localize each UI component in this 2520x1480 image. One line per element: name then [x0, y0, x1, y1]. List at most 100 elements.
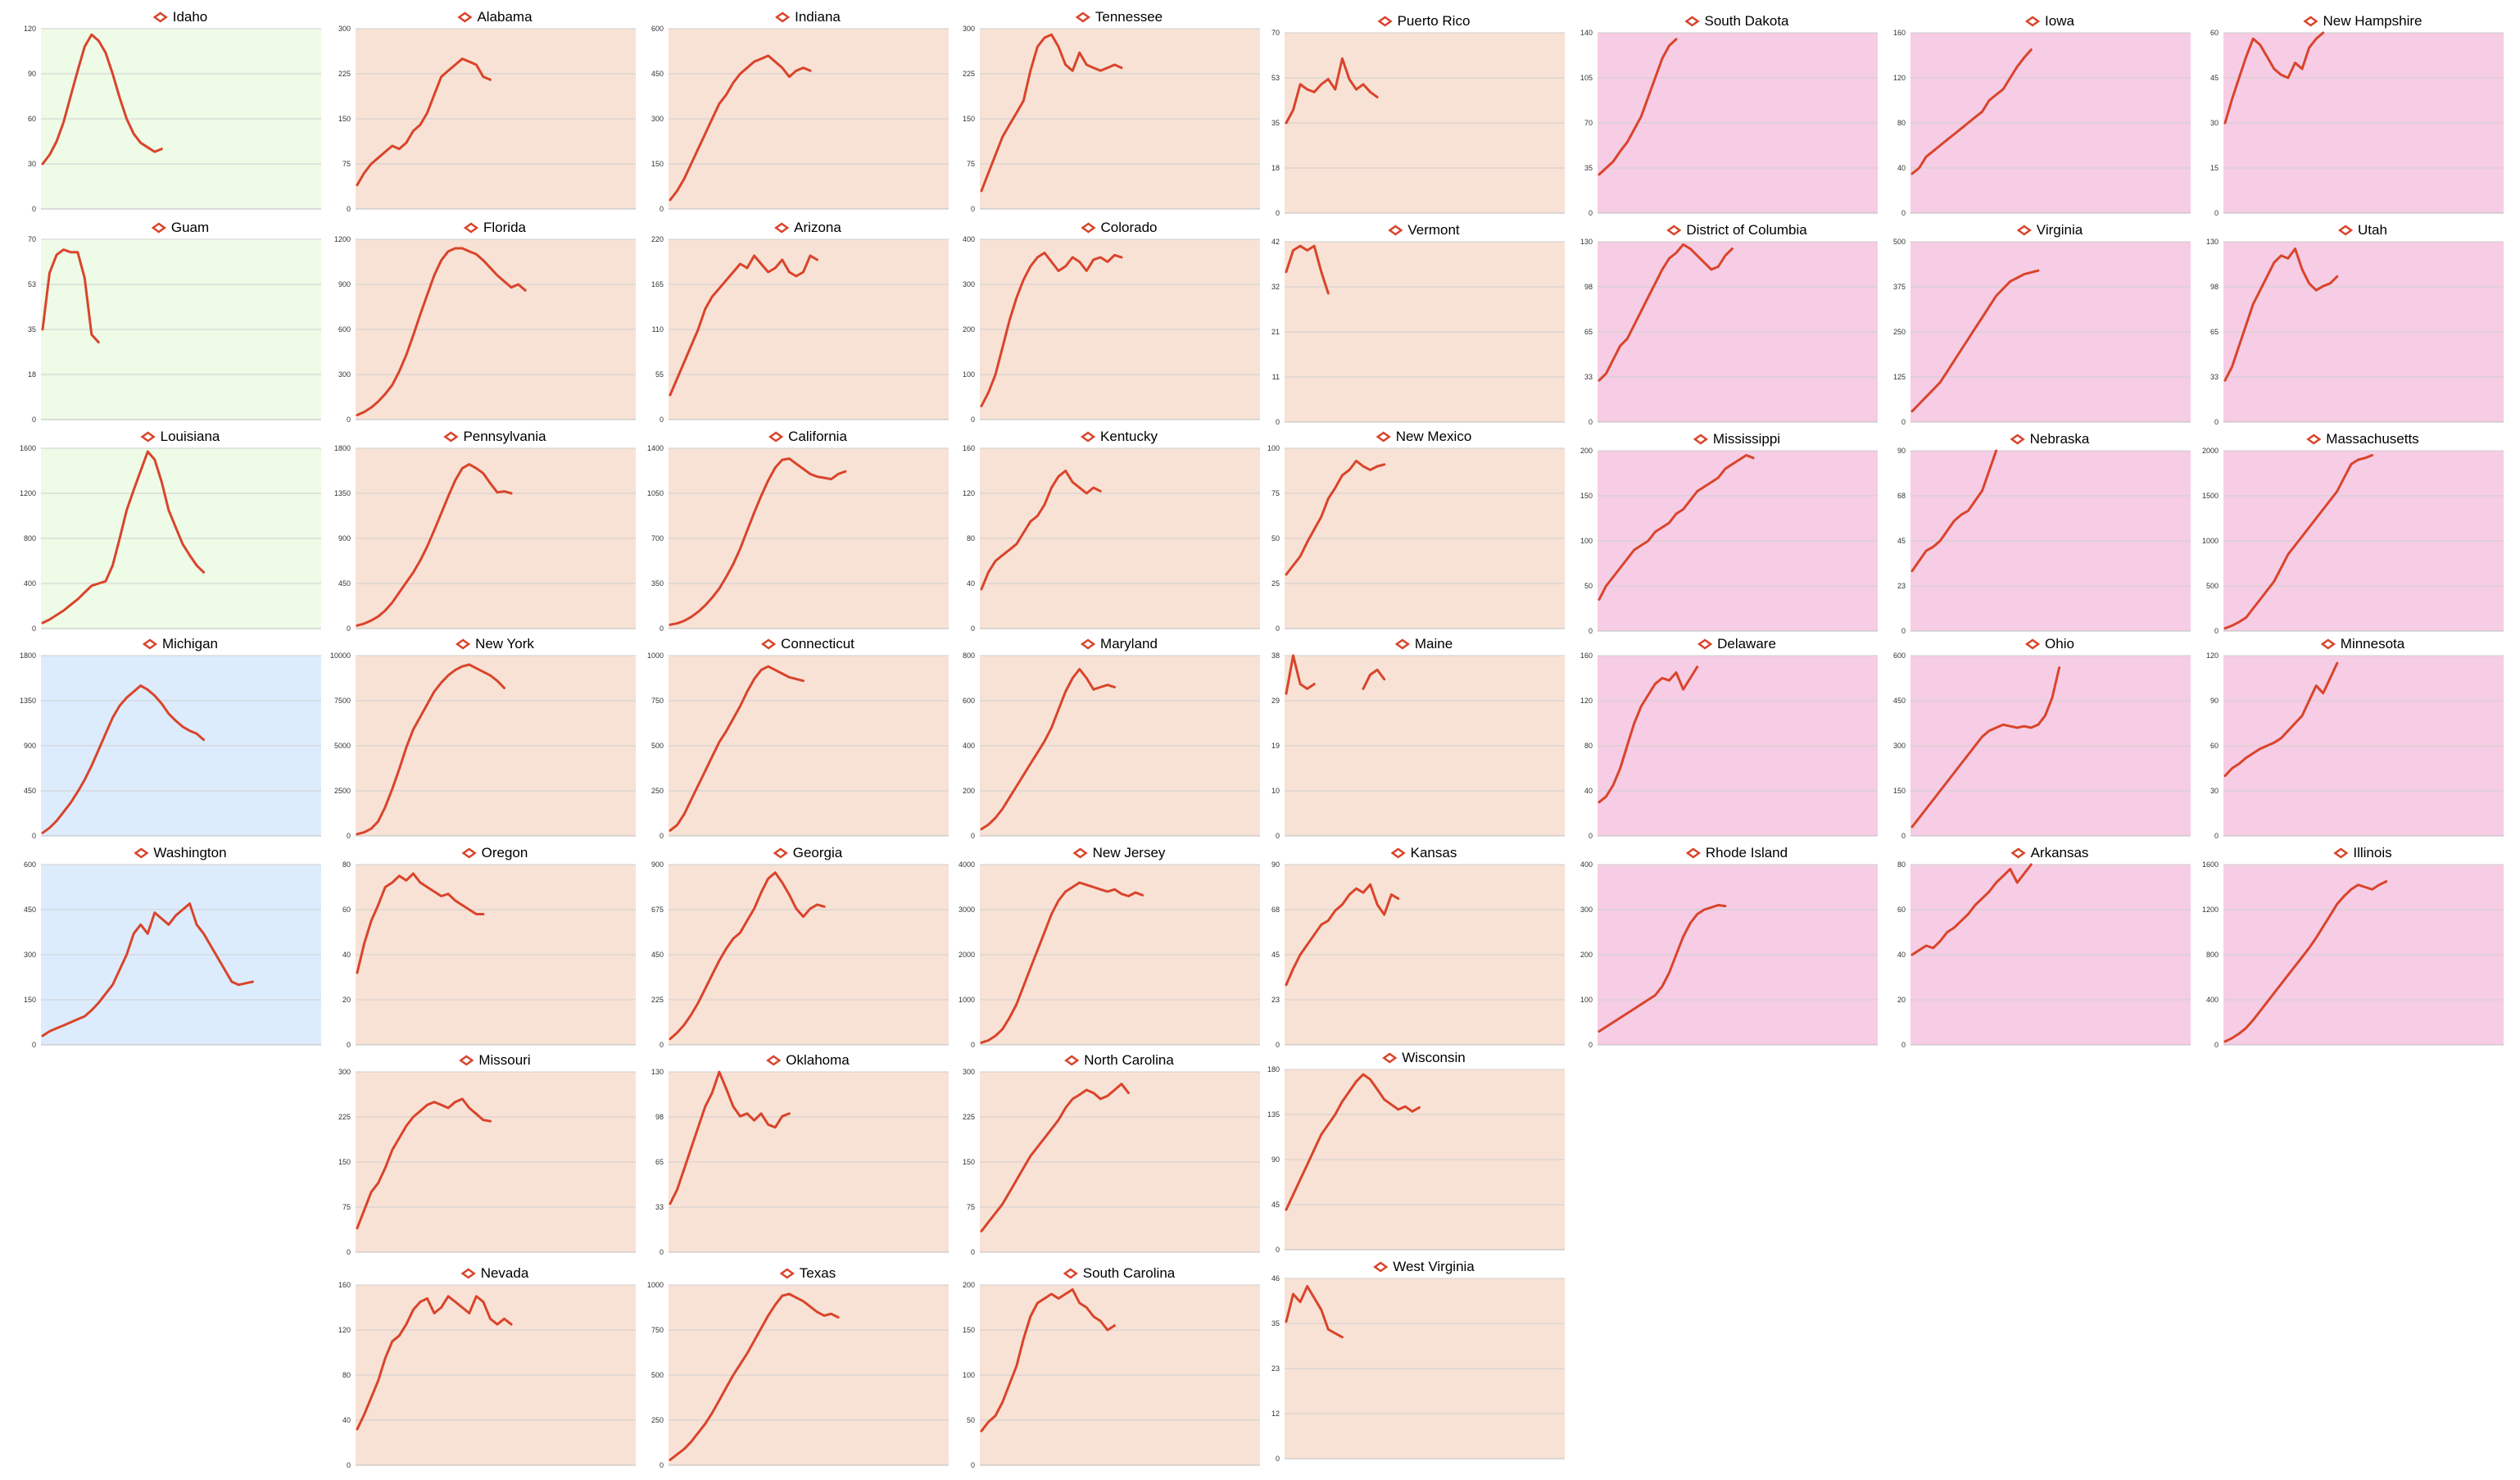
chart-massachusetts: 0 500 1000 1500 2000 Massachusetts [2202, 431, 2504, 635]
y-tick-label: 0 [1901, 1041, 1906, 1049]
series-line [2223, 454, 2374, 630]
y-tick-label: 350 [651, 579, 664, 588]
y-tick-label: 400 [1580, 860, 1593, 869]
series-line [2223, 880, 2388, 1043]
y-tick-label: 0 [971, 1248, 975, 1256]
y-tick-label: 600 [963, 697, 975, 705]
series-line [980, 470, 1102, 591]
legend: New Hampshire [2303, 13, 2423, 29]
series-line [980, 881, 1144, 1044]
legend-marker-icon [455, 638, 471, 650]
y-tick-label: 30 [2210, 119, 2219, 127]
chart-title: Wisconsin [1402, 1050, 1465, 1065]
chart-indiana: 0 150 300 450 600 Indiana [651, 9, 949, 213]
chart-title: Minnesota [2341, 636, 2405, 651]
legend: Georgia [773, 845, 843, 860]
legend-marker-icon [2010, 434, 2025, 445]
y-tick-label: 0 [1276, 624, 1280, 633]
y-tick-label: 180 [1267, 1065, 1280, 1074]
y-tick-label: 200 [1580, 951, 1593, 959]
legend-marker-icon [463, 222, 479, 234]
y-tick-label: 0 [1276, 1455, 1280, 1463]
y-tick-label: 300 [338, 25, 351, 33]
chart-title: Missouri [478, 1052, 530, 1068]
y-tick-label: 750 [651, 697, 664, 705]
legend: Illinois [2333, 845, 2392, 860]
y-tick-label: 21 [1271, 328, 1280, 336]
y-tick-label: 200 [963, 1281, 975, 1289]
chart-title: Mississippi [1713, 431, 1780, 447]
chart-title: West Virginia [1393, 1259, 1475, 1274]
series-line [1910, 48, 2033, 175]
series-line [669, 54, 812, 202]
chart-title: Ohio [2045, 636, 2074, 651]
y-tick-label: 225 [963, 70, 975, 78]
y-tick-label: 0 [347, 205, 351, 213]
y-tick-label: 1800 [20, 651, 36, 660]
y-tick-label: 0 [347, 832, 351, 840]
chart-title: Iowa [2045, 13, 2074, 29]
legend: Guam [151, 220, 209, 235]
y-tick-label: 225 [338, 1113, 351, 1121]
y-tick-label: 100 [1580, 537, 1593, 545]
series-line [356, 247, 527, 416]
legend: North Carolina [1064, 1052, 1174, 1068]
legend-marker-icon [1693, 434, 1709, 445]
y-tick-label: 0 [971, 415, 975, 424]
chart-delaware: 0 40 80 120 160 Delaware [1580, 636, 1878, 840]
legend: Puerto Rico [1377, 13, 1470, 29]
y-tick-label: 35 [1271, 119, 1280, 127]
y-tick-label: 0 [1589, 418, 1593, 426]
y-tick-label: 0 [659, 1041, 664, 1049]
legend: New Mexico [1376, 429, 1471, 444]
y-tick-label: 20 [1897, 996, 1906, 1004]
y-tick-label: 450 [338, 579, 351, 588]
legend-marker-icon [151, 222, 167, 234]
chart-title: Oregon [482, 845, 528, 860]
series-line [1598, 454, 1755, 601]
y-tick-label: 200 [963, 787, 975, 795]
y-tick-label: 600 [338, 325, 351, 334]
legend-marker-icon [1063, 1268, 1078, 1279]
series-line [1285, 1073, 1421, 1211]
chart-title: New Hampshire [2323, 13, 2423, 29]
y-tick-label: 18 [28, 370, 36, 379]
series-line [41, 33, 163, 166]
series-line [669, 665, 804, 832]
chart-kansas: 0 23 45 68 90 Kansas [1271, 845, 1565, 1049]
y-tick-label: 60 [1897, 906, 1906, 914]
y-tick-label: 150 [651, 160, 664, 168]
y-tick-label: 80 [1897, 860, 1906, 869]
chart-title: Colorado [1101, 220, 1158, 235]
y-tick-label: 110 [652, 325, 664, 334]
y-tick-label: 100 [963, 370, 975, 379]
y-tick-label: 75 [967, 1203, 975, 1211]
chart-title: Kansas [1411, 845, 1457, 860]
y-tick-label: 1200 [334, 235, 351, 243]
y-tick-label: 0 [32, 1041, 36, 1049]
chart-title: Nebraska [2030, 431, 2090, 447]
legend-marker-icon [773, 847, 788, 859]
legend-marker-icon [1390, 847, 1406, 859]
legend: Wisconsin [1382, 1050, 1466, 1065]
legend: Washington [134, 845, 227, 860]
chart-alabama: 0 75 150 225 300 Alabama [338, 9, 636, 213]
y-tick-label: 80 [1897, 119, 1906, 127]
y-tick-label: 10 [1271, 787, 1280, 795]
legend-marker-icon [768, 431, 784, 443]
series-line [1285, 1285, 1344, 1339]
y-tick-label: 600 [1893, 651, 1906, 660]
y-tick-label: 300 [963, 280, 975, 288]
y-tick-label: 0 [971, 832, 975, 840]
y-tick-label: 160 [963, 444, 975, 452]
y-tick-label: 32 [1271, 283, 1280, 291]
y-tick-label: 1600 [20, 444, 36, 452]
legend-marker-icon [1373, 1261, 1389, 1273]
y-tick-label: 60 [28, 115, 36, 123]
y-tick-label: 600 [651, 25, 664, 33]
chart-tennessee: 0 75 150 225 300 Tennessee [963, 9, 1260, 213]
legend: Arkansas [2010, 845, 2088, 860]
y-tick-label: 900 [24, 742, 36, 750]
chart-pennsylvania: 0 450 900 1350 1800 Pennsylvania [334, 429, 636, 633]
y-tick-label: 4000 [959, 860, 975, 869]
